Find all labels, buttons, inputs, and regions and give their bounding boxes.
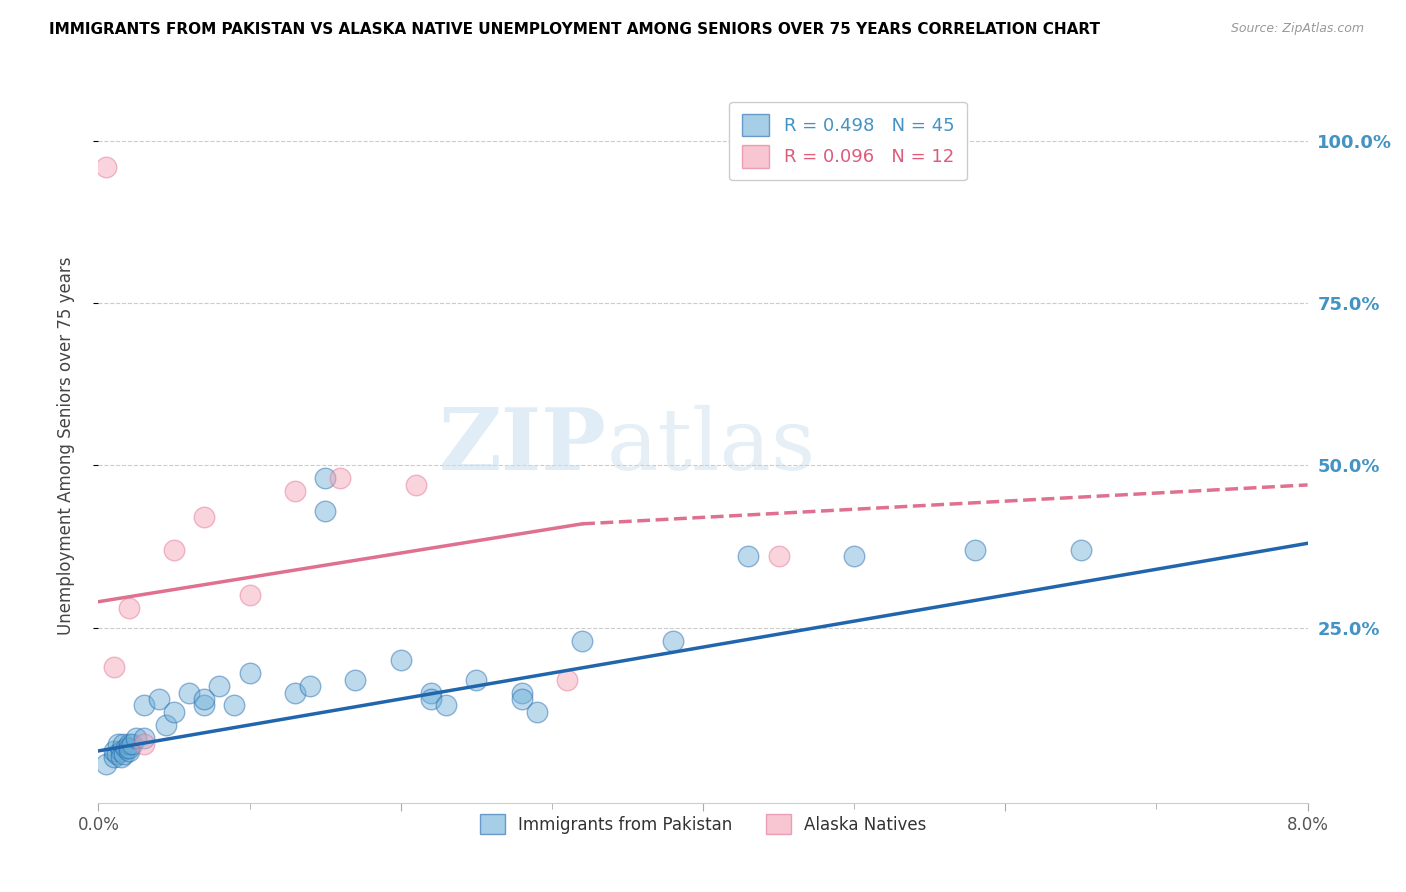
- Point: [94, 160, 117, 174]
- Y-axis label: Unemployment Among Seniors over 75 years: Unemployment Among Seniors over 75 years: [56, 257, 75, 635]
- Point: [110, 750, 132, 764]
- Point: [132, 738, 155, 752]
- Point: [329, 471, 352, 485]
- Point: [163, 542, 186, 557]
- Point: [420, 692, 443, 706]
- Point: [314, 471, 336, 485]
- Point: [510, 692, 533, 706]
- Point: [121, 738, 143, 752]
- Point: [179, 685, 201, 699]
- Point: [103, 659, 125, 673]
- Point: [132, 698, 155, 713]
- Point: [299, 679, 322, 693]
- Point: [94, 756, 117, 771]
- Point: [118, 744, 141, 758]
- Point: [965, 542, 987, 557]
- Point: [571, 633, 593, 648]
- Point: [405, 478, 427, 492]
- Point: [465, 673, 488, 687]
- Point: [132, 731, 155, 745]
- Point: [239, 588, 262, 602]
- Point: [125, 731, 148, 745]
- Point: [105, 747, 128, 761]
- Point: [103, 750, 125, 764]
- Point: [239, 666, 262, 681]
- Point: [103, 744, 125, 758]
- Point: [1070, 542, 1092, 557]
- Point: [163, 705, 186, 719]
- Point: [118, 740, 141, 755]
- Text: IMMIGRANTS FROM PAKISTAN VS ALASKA NATIVE UNEMPLOYMENT AMONG SENIORS OVER 75 YEA: IMMIGRANTS FROM PAKISTAN VS ALASKA NATIV…: [49, 22, 1101, 37]
- Point: [434, 698, 457, 713]
- Point: [510, 685, 533, 699]
- Text: atlas: atlas: [606, 404, 815, 488]
- Point: [389, 653, 412, 667]
- Point: [107, 738, 129, 752]
- Point: [420, 685, 443, 699]
- Point: [208, 679, 231, 693]
- Point: [112, 747, 135, 761]
- Point: [193, 510, 215, 524]
- Point: [193, 698, 215, 713]
- Point: [344, 673, 367, 687]
- Point: [526, 705, 548, 719]
- Point: [224, 698, 246, 713]
- Point: [111, 738, 134, 752]
- Point: [118, 738, 141, 752]
- Text: Source: ZipAtlas.com: Source: ZipAtlas.com: [1230, 22, 1364, 36]
- Point: [110, 744, 132, 758]
- Point: [148, 692, 170, 706]
- Point: [284, 484, 307, 499]
- Point: [844, 549, 866, 564]
- Point: [118, 601, 141, 615]
- Point: [114, 740, 136, 755]
- Point: [284, 685, 307, 699]
- Point: [193, 692, 215, 706]
- Point: [768, 549, 790, 564]
- Point: [555, 673, 578, 687]
- Point: [314, 504, 336, 518]
- Text: ZIP: ZIP: [439, 404, 606, 488]
- Point: [661, 633, 683, 648]
- Point: [155, 718, 177, 732]
- Legend: Immigrants from Pakistan, Alaska Natives: Immigrants from Pakistan, Alaska Natives: [472, 807, 934, 841]
- Point: [737, 549, 759, 564]
